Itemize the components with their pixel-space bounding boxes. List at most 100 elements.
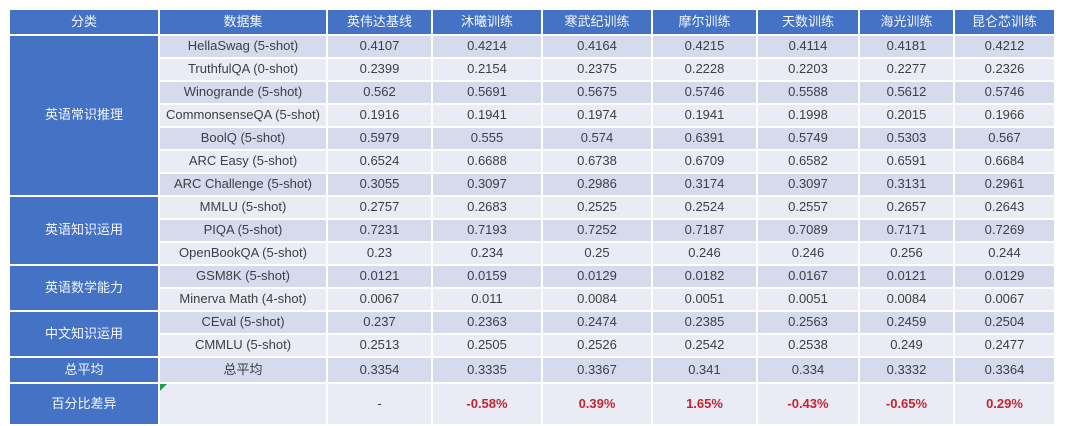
value-cell[interactable]: 0.0084 — [858, 287, 955, 312]
column-header-4[interactable]: 寒武纪训练 — [541, 8, 653, 36]
value-cell[interactable]: 0.7193 — [431, 218, 543, 243]
value-cell[interactable]: 0.3097 — [431, 172, 543, 197]
value-cell[interactable]: 0.0051 — [756, 287, 860, 312]
value-cell[interactable]: 0.3174 — [651, 172, 758, 197]
dataset-cell[interactable]: MMLU (5-shot) — [158, 195, 328, 220]
value-cell[interactable]: 0.246 — [651, 241, 758, 266]
value-cell[interactable]: -0.58% — [431, 382, 543, 426]
value-cell[interactable]: 0.2961 — [953, 172, 1056, 197]
value-cell[interactable]: 0.011 — [431, 287, 543, 312]
value-cell[interactable]: 0.0182 — [651, 264, 758, 289]
value-cell[interactable]: 0.0051 — [651, 287, 758, 312]
dataset-cell[interactable]: CommonsenseQA (5-shot) — [158, 103, 328, 128]
value-cell[interactable]: 0.2513 — [326, 333, 433, 358]
value-cell[interactable]: 0.2154 — [431, 57, 543, 82]
value-cell[interactable]: 0.7089 — [756, 218, 860, 243]
value-cell[interactable]: 0.234 — [431, 241, 543, 266]
value-cell[interactable]: -0.43% — [756, 382, 860, 426]
value-cell[interactable]: 0.574 — [541, 126, 653, 151]
dataset-cell[interactable]: ARC Challenge (5-shot) — [158, 172, 328, 197]
value-cell[interactable]: 0.2643 — [953, 195, 1056, 220]
value-cell[interactable]: 0.567 — [953, 126, 1056, 151]
value-cell[interactable]: 0.3335 — [431, 356, 543, 384]
value-cell[interactable]: 0.562 — [326, 80, 433, 105]
value-cell[interactable]: 0.6738 — [541, 149, 653, 174]
column-header-3[interactable]: 沐曦训练 — [431, 8, 543, 36]
dataset-cell[interactable]: 总平均 — [158, 356, 328, 384]
column-header-7[interactable]: 海光训练 — [858, 8, 955, 36]
value-cell[interactable]: 0.2657 — [858, 195, 955, 220]
value-cell[interactable]: 0.555 — [431, 126, 543, 151]
value-cell[interactable]: 0.2474 — [541, 310, 653, 335]
value-cell[interactable]: 0.0129 — [541, 264, 653, 289]
value-cell[interactable]: 0.5588 — [756, 80, 860, 105]
dataset-cell[interactable]: CEval (5-shot) — [158, 310, 328, 335]
column-header-5[interactable]: 摩尔训练 — [651, 8, 758, 36]
category-cell[interactable]: 百分比差异 — [8, 382, 160, 426]
value-cell[interactable]: - — [326, 382, 433, 426]
value-cell[interactable]: 0.7187 — [651, 218, 758, 243]
value-cell[interactable]: 0.2757 — [326, 195, 433, 220]
value-cell[interactable]: 0.3367 — [541, 356, 653, 384]
value-cell[interactable]: 0.4215 — [651, 34, 758, 59]
value-cell[interactable]: 0.6709 — [651, 149, 758, 174]
value-cell[interactable]: 0.244 — [953, 241, 1056, 266]
value-cell[interactable]: 0.5749 — [756, 126, 860, 151]
value-cell[interactable]: 0.256 — [858, 241, 955, 266]
value-cell[interactable]: 0.2683 — [431, 195, 543, 220]
value-cell[interactable]: 0.2385 — [651, 310, 758, 335]
value-cell[interactable]: 0.5979 — [326, 126, 433, 151]
value-cell[interactable]: 0.0067 — [326, 287, 433, 312]
value-cell[interactable]: 0.1916 — [326, 103, 433, 128]
value-cell[interactable]: 0.6688 — [431, 149, 543, 174]
value-cell[interactable]: 0.0121 — [858, 264, 955, 289]
value-cell[interactable]: 0.2524 — [651, 195, 758, 220]
dataset-cell[interactable]: CMMLU (5-shot) — [158, 333, 328, 358]
value-cell[interactable]: 0.1941 — [431, 103, 543, 128]
value-cell[interactable]: 1.65% — [651, 382, 758, 426]
value-cell[interactable]: 0.0167 — [756, 264, 860, 289]
value-cell[interactable]: 0.29% — [953, 382, 1056, 426]
value-cell[interactable]: 0.237 — [326, 310, 433, 335]
value-cell[interactable]: 0.6582 — [756, 149, 860, 174]
value-cell[interactable]: 0.6524 — [326, 149, 433, 174]
value-cell[interactable]: 0.249 — [858, 333, 955, 358]
value-cell[interactable]: 0.0159 — [431, 264, 543, 289]
value-cell[interactable]: 0.0067 — [953, 287, 1056, 312]
value-cell[interactable]: 0.6684 — [953, 149, 1056, 174]
value-cell[interactable]: 0.341 — [651, 356, 758, 384]
value-cell[interactable]: 0.25 — [541, 241, 653, 266]
category-cell[interactable]: 中文知识运用 — [8, 310, 160, 358]
value-cell[interactable]: 0.2538 — [756, 333, 860, 358]
value-cell[interactable]: 0.6391 — [651, 126, 758, 151]
value-cell[interactable]: 0.2557 — [756, 195, 860, 220]
value-cell[interactable]: 0.2563 — [756, 310, 860, 335]
value-cell[interactable]: 0.39% — [541, 382, 653, 426]
value-cell[interactable]: 0.2477 — [953, 333, 1056, 358]
value-cell[interactable]: 0.5691 — [431, 80, 543, 105]
column-header-1[interactable]: 数据集 — [158, 8, 328, 36]
value-cell[interactable]: 0.7171 — [858, 218, 955, 243]
value-cell[interactable]: 0.2277 — [858, 57, 955, 82]
value-cell[interactable]: 0.2525 — [541, 195, 653, 220]
dataset-cell[interactable] — [158, 382, 328, 426]
category-cell[interactable]: 英语知识运用 — [8, 195, 160, 266]
column-header-6[interactable]: 天数训练 — [756, 8, 860, 36]
value-cell[interactable]: 0.2228 — [651, 57, 758, 82]
value-cell[interactable]: 0.5675 — [541, 80, 653, 105]
value-cell[interactable]: 0.5746 — [651, 80, 758, 105]
value-cell[interactable]: -0.65% — [858, 382, 955, 426]
value-cell[interactable]: 0.4214 — [431, 34, 543, 59]
value-cell[interactable]: 0.2986 — [541, 172, 653, 197]
dataset-cell[interactable]: Winogrande (5-shot) — [158, 80, 328, 105]
value-cell[interactable]: 0.2203 — [756, 57, 860, 82]
value-cell[interactable]: 0.7252 — [541, 218, 653, 243]
value-cell[interactable]: 0.334 — [756, 356, 860, 384]
column-header-0[interactable]: 分类 — [8, 8, 160, 36]
value-cell[interactable]: 0.3364 — [953, 356, 1056, 384]
value-cell[interactable]: 0.3055 — [326, 172, 433, 197]
value-cell[interactable]: 0.4212 — [953, 34, 1056, 59]
column-header-2[interactable]: 英伟达基线 — [326, 8, 433, 36]
value-cell[interactable]: 0.2363 — [431, 310, 543, 335]
dataset-cell[interactable]: GSM8K (5-shot) — [158, 264, 328, 289]
